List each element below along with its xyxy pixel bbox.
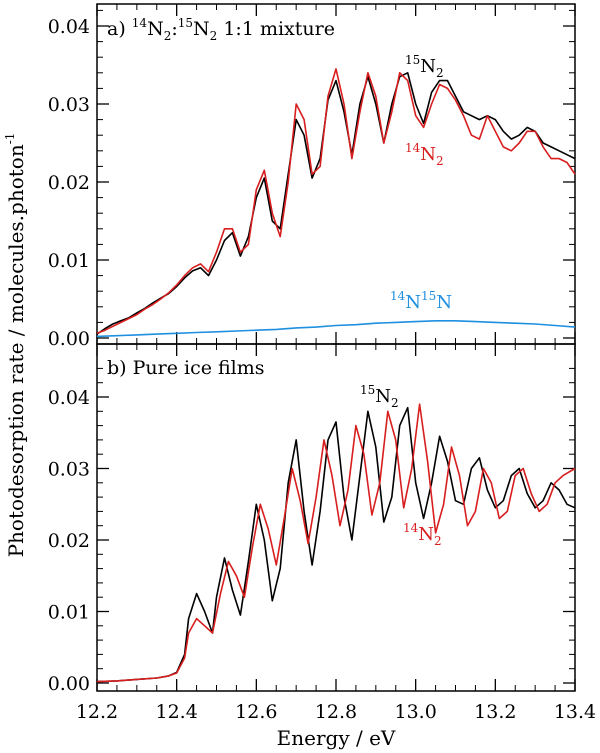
- y-tick-label-a-4: 0.04: [48, 16, 90, 38]
- panel-a-label: a): [107, 18, 126, 40]
- y-tick-label-b-1: 0.01: [48, 602, 90, 624]
- y-tick-label-b-3: 0.03: [48, 459, 90, 481]
- x-tick-label-1: 12.4: [156, 701, 198, 723]
- panel-b: 0.00 0.01 0.02 0.03 0.04 12.2 12.4 12.6 12.8 13.…: [48, 343, 596, 723]
- x-tick-label-3: 12.8: [315, 701, 357, 723]
- y-axis-title: Photodesorption rate / molecules.photon-…: [3, 133, 28, 558]
- series-line-a-14N2: [96, 68, 576, 335]
- panel-a-y-ticks: 0.00 0.01 0.02 0.03 0.04: [48, 9, 575, 350]
- panel-b-series: [96, 403, 576, 683]
- series-line-b-15N2: [96, 406, 576, 683]
- panel-a-x-ticks: [96, 4, 576, 344]
- x-tick-label-0: 12.2: [76, 701, 118, 723]
- y-tick-label-a-2: 0.02: [48, 172, 90, 194]
- panel-b-title: b) Pure ice films: [107, 357, 265, 379]
- y-tick-label-b-4: 0.04: [48, 387, 90, 409]
- panel-a: 0.00 0.01 0.02 0.03 0.04 a) 14N2:15N2 1:1 mi…: [48, 3, 576, 350]
- panel-a-label-14N15N: 14N15N: [390, 289, 452, 313]
- series-line-b-14N2: [96, 403, 576, 683]
- panel-b-frame: [96, 343, 576, 692]
- y-tick-label-b-2: 0.02: [48, 530, 90, 552]
- panel-b-label: b): [107, 357, 127, 379]
- y-tick-label-a-3: 0.03: [48, 94, 90, 116]
- panel-a-label-15N2: 15N2: [405, 53, 444, 80]
- y-tick-label-a-1: 0.01: [48, 250, 90, 272]
- x-tick-label-6: 13.4: [554, 701, 596, 723]
- panel-b-label-15N2: 15N2: [360, 383, 399, 410]
- panel-b-label-14N2: 14N2: [403, 521, 442, 548]
- y-tick-label-a-0: 0.00: [48, 328, 90, 350]
- panel-a-series: [96, 68, 576, 338]
- x-tick-label-2: 12.6: [235, 701, 277, 723]
- panel-b-x-ticks: 12.2 12.4 12.6 12.8 13.0 13.2 13.4: [76, 344, 596, 723]
- x-axis-title: Energy / eV: [277, 726, 396, 750]
- y-tick-label-b-0: 0.00: [48, 673, 90, 695]
- series-line-a-15N2: [96, 72, 576, 335]
- x-tick-label-4: 13.0: [395, 701, 437, 723]
- panel-a-title: a) 14N2:15N2 1:1 mixture: [107, 16, 335, 43]
- panel-b-y-ticks: 0.00 0.01 0.02 0.03 0.04: [48, 367, 575, 695]
- panel-a-label-14N2: 14N2: [405, 141, 444, 168]
- x-tick-label-5: 13.2: [474, 701, 516, 723]
- series-line-a-14N15N: [96, 319, 576, 338]
